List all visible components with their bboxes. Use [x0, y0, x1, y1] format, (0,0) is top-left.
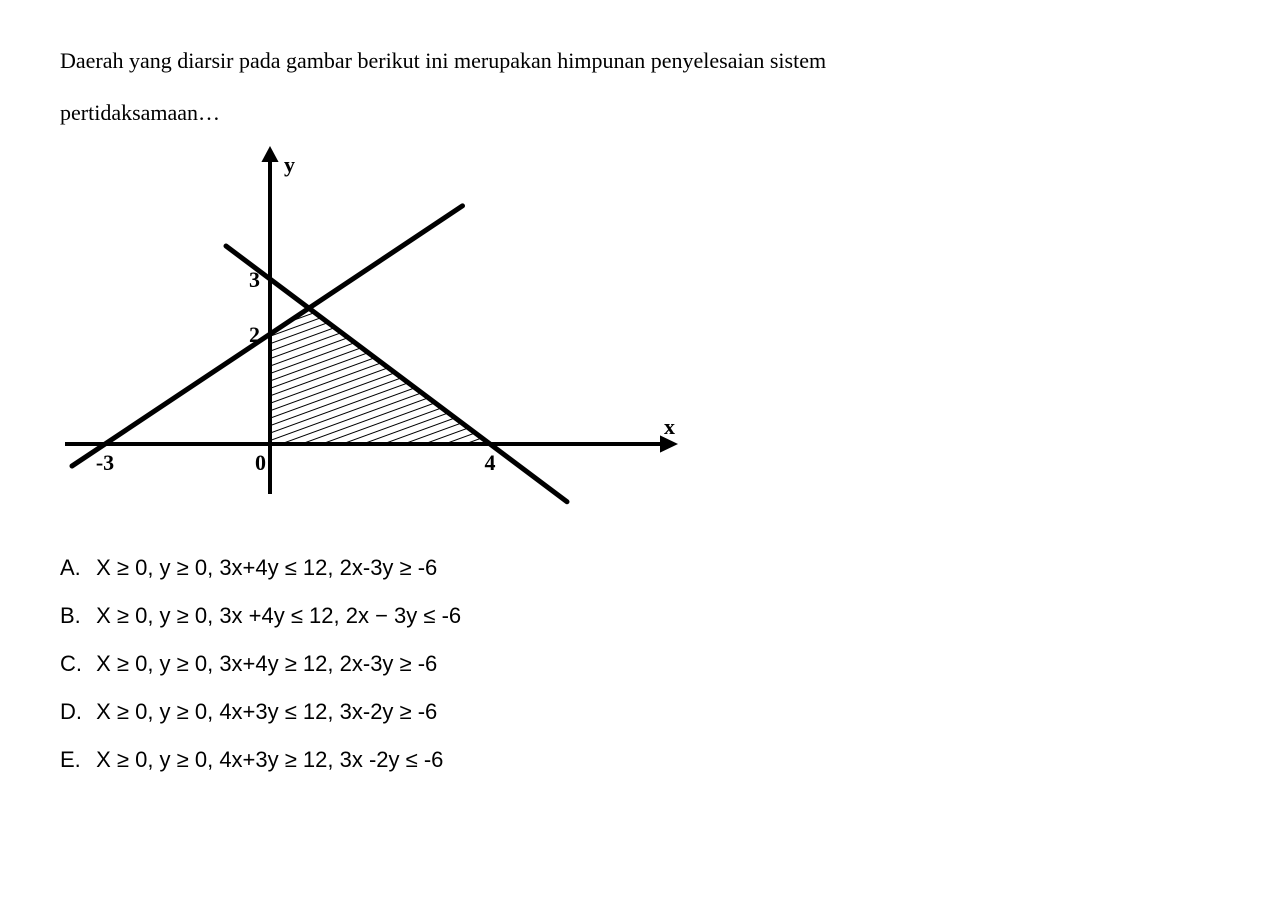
svg-text:-3: -3 — [96, 450, 114, 475]
option-text: X ≥ 0, y ≥ 0, 3x+4y ≤ 12, 2x-3y ≥ -6 — [96, 555, 437, 580]
option-letter: E. — [60, 739, 90, 781]
option-letter: D. — [60, 691, 90, 733]
option-e: E. X ≥ 0, y ≥ 0, 4x+3y ≥ 12, 3x -2y ≤ -6 — [60, 739, 1227, 781]
coordinate-diagram: y x 0 -3 4 2 3 — [60, 144, 1227, 528]
option-letter: C. — [60, 643, 90, 685]
option-text: X ≥ 0, y ≥ 0, 4x+3y ≥ 12, 3x -2y ≤ -6 — [96, 747, 443, 772]
option-letter: A. — [60, 547, 90, 589]
option-text: X ≥ 0, y ≥ 0, 4x+3y ≤ 12, 3x-2y ≥ -6 — [96, 699, 437, 724]
svg-text:y: y — [284, 152, 295, 177]
svg-text:0: 0 — [255, 450, 266, 475]
option-letter: B. — [60, 595, 90, 637]
option-d: D. X ≥ 0, y ≥ 0, 4x+3y ≤ 12, 3x-2y ≥ -6 — [60, 691, 1227, 733]
option-b: B. X ≥ 0, y ≥ 0, 3x +4y ≤ 12, 2x − 3y ≤ … — [60, 595, 1227, 637]
option-a: A. X ≥ 0, y ≥ 0, 3x+4y ≤ 12, 2x-3y ≥ -6 — [60, 547, 1227, 589]
svg-text:4: 4 — [485, 450, 496, 475]
svg-text:2: 2 — [249, 322, 260, 347]
option-c: C. X ≥ 0, y ≥ 0, 3x+4y ≥ 12, 2x-3y ≥ -6 — [60, 643, 1227, 685]
option-text: X ≥ 0, y ≥ 0, 3x +4y ≤ 12, 2x − 3y ≤ -6 — [96, 603, 461, 628]
options-list: A. X ≥ 0, y ≥ 0, 3x+4y ≤ 12, 2x-3y ≥ -6 … — [60, 547, 1227, 780]
option-text: X ≥ 0, y ≥ 0, 3x+4y ≥ 12, 2x-3y ≥ -6 — [96, 651, 437, 676]
svg-text:3: 3 — [249, 267, 260, 292]
svg-text:x: x — [664, 414, 675, 439]
question-line-2: pertidaksamaan… — [60, 92, 1227, 134]
question-line-1: Daerah yang diarsir pada gambar berikut … — [60, 40, 1227, 82]
diagram-svg: y x 0 -3 4 2 3 — [60, 144, 680, 514]
